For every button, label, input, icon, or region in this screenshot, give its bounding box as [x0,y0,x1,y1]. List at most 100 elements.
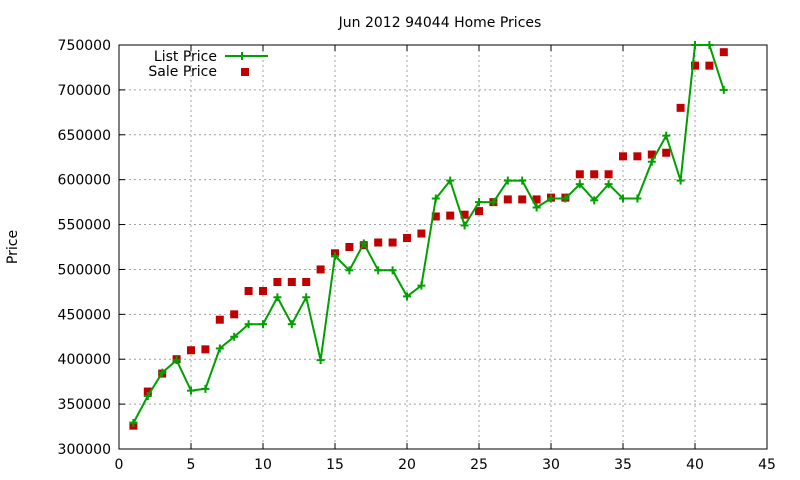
list-price-point [345,266,354,275]
list-price-point [374,266,383,275]
x-tick-label: 45 [758,457,776,473]
list-price-point [662,131,671,140]
y-tick-label: 650000 [58,128,111,144]
sale-price-point [374,238,383,247]
y-tick-label: 700000 [58,83,111,99]
list-price-point [259,320,267,329]
sale-price-point [187,346,195,355]
sale-price-point [446,211,455,220]
sale-price-point [230,310,239,319]
sale-price-point [633,152,642,161]
list-price-point [129,418,138,427]
y-tick-label: 300000 [58,442,111,458]
sale-price-point [302,278,311,287]
list-price-line [132,44,725,424]
sale-price-point [604,170,613,179]
list-price-point [489,198,498,207]
sale-price-point [676,103,685,112]
list-price-point [244,320,253,329]
sale-price-point [590,170,599,179]
axis-ticks: 0 5 10 15 20 25 30 35 40 45 300000 350000 400000 4500… [58,38,776,473]
list-price-point [719,85,728,94]
list-price-point [158,368,167,377]
list-price-point [287,320,296,329]
sale-price-point [201,345,210,354]
sale-price-point [460,210,469,219]
list-price-point [201,384,210,393]
sale-price-point [273,278,282,287]
sale-price-point [662,148,671,157]
list-price-point [619,194,627,203]
sale-price-point [316,265,325,274]
sale-price-point [691,61,699,70]
x-tick-label: 30 [542,457,560,473]
list-price-point [676,176,685,185]
sale-price-point [417,229,426,238]
list-price-point [532,203,541,212]
list-price-point [187,386,195,395]
x-tick-label: 15 [326,457,344,473]
plot-frame [118,44,768,450]
chart-title: Jun 2012 94044 Home Prices [338,15,542,31]
sale-price-point [388,238,397,247]
list-price-point [460,221,469,230]
legend-swatch-sale-price [241,68,249,76]
y-tick-label: 750000 [58,38,111,54]
x-tick-label: 40 [686,457,704,473]
sale-price-point [705,61,714,70]
list-price-point [316,356,325,365]
x-tick-label: 5 [187,457,196,473]
list-price-point [359,239,368,248]
y-axis-label: Price [5,230,21,264]
list-price-point [503,176,512,185]
list-price-point [561,194,570,203]
x-tick-label: 20 [398,457,416,473]
series-layer [129,41,728,430]
list-price-point [705,41,714,49]
y-tick-label: 400000 [58,352,111,368]
y-tick-label: 450000 [58,307,111,323]
list-price-point [388,266,397,275]
list-price-point [331,251,339,260]
y-tick-label: 600000 [58,173,111,189]
legend-label-sale-price: Sale Price [148,64,217,80]
y-tick-label: 350000 [58,397,111,413]
list-price-point [647,157,656,166]
sale-price-point [503,195,512,204]
x-tick-label: 10 [254,457,272,473]
sale-price-point [575,170,584,179]
sale-price-point [259,286,267,295]
list-price-point [431,194,440,203]
sale-price-point [143,387,152,396]
list-price-point [691,41,699,49]
list-price-point [547,194,555,203]
sale-price-point [431,212,440,221]
list-price-point [302,293,311,302]
list-price-point [633,194,642,203]
list-price-point [446,176,455,185]
y-tick-label: 500000 [58,262,111,278]
list-price-point [604,180,613,189]
list-price-point [475,198,483,207]
list-price-point [273,293,282,302]
list-price-point [575,180,584,189]
list-price-point [518,176,527,185]
legend-label-list-price: List Price [154,49,217,65]
list-price-point [417,281,426,290]
sale-price-point [619,152,627,161]
sale-price-point [345,243,354,251]
sale-price-point [403,234,411,243]
list-price-point [230,332,239,341]
list-price-point [143,392,152,401]
sale-price-point [518,195,527,204]
list-price-point [172,356,181,365]
sale-price-point [532,195,541,204]
y-tick-label: 550000 [58,218,111,234]
sale-price-point [287,278,296,287]
sale-price-point [647,150,656,159]
list-price-point [403,292,411,301]
sale-price-point [475,207,483,216]
grid [119,45,767,449]
sale-price-point [215,315,224,324]
